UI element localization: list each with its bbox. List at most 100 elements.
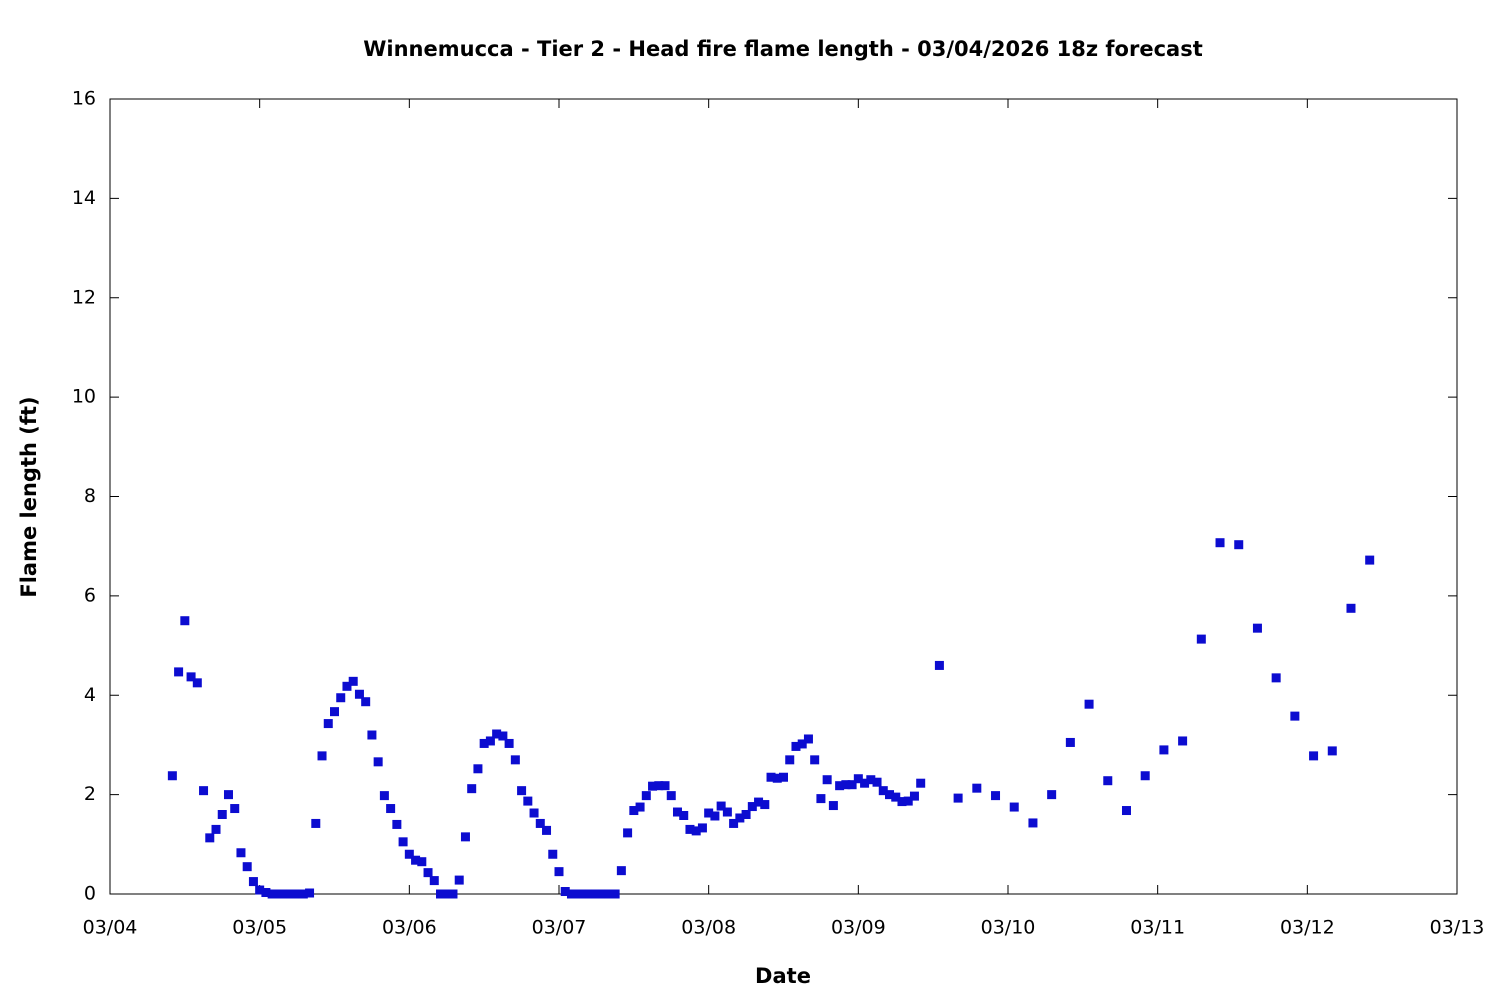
point — [679, 810, 689, 820]
point — [517, 786, 527, 796]
point — [616, 866, 626, 876]
point — [436, 889, 446, 899]
point — [785, 755, 795, 765]
point — [311, 818, 321, 828]
point — [822, 775, 832, 785]
point — [411, 855, 421, 865]
point — [853, 774, 863, 784]
point — [972, 783, 982, 793]
point — [672, 807, 682, 817]
point — [766, 772, 776, 782]
point — [629, 806, 639, 816]
point — [598, 889, 608, 899]
point — [648, 781, 658, 791]
point — [1290, 711, 1300, 721]
point — [747, 802, 757, 812]
point — [280, 889, 290, 899]
point — [897, 797, 907, 807]
point — [909, 791, 919, 801]
point — [242, 862, 252, 872]
point — [604, 889, 614, 899]
point — [697, 823, 707, 833]
point — [298, 889, 308, 899]
y-tick-label: 6 — [84, 584, 96, 606]
point — [741, 810, 751, 819]
point — [797, 739, 807, 749]
point — [404, 849, 414, 859]
point — [791, 741, 801, 751]
point — [267, 889, 277, 899]
point — [361, 697, 371, 707]
point — [379, 791, 389, 801]
point — [566, 889, 576, 899]
point — [523, 796, 533, 806]
point — [735, 813, 745, 823]
point — [236, 848, 246, 858]
x-tick-label: 03/08 — [681, 917, 736, 939]
point — [623, 828, 633, 838]
point — [691, 826, 701, 836]
y-tick-label: 0 — [84, 883, 96, 905]
point — [255, 885, 265, 895]
y-tick-label: 2 — [84, 783, 96, 805]
point — [392, 819, 402, 829]
point — [317, 751, 327, 761]
point — [885, 790, 895, 800]
point — [479, 738, 489, 748]
point — [429, 876, 439, 886]
point — [1365, 555, 1375, 565]
point — [1196, 634, 1206, 644]
point — [872, 777, 882, 787]
point — [348, 676, 358, 686]
point — [492, 729, 502, 739]
point — [860, 778, 870, 788]
point — [442, 889, 452, 899]
x-axis-label: Date — [755, 964, 811, 988]
point — [205, 833, 215, 843]
point — [167, 771, 177, 781]
point — [934, 660, 944, 670]
point — [342, 681, 352, 691]
point — [1140, 771, 1150, 781]
point — [610, 889, 620, 899]
x-tick-label: 03/09 — [831, 917, 886, 939]
x-tick-label: 03/10 — [981, 917, 1036, 939]
point — [760, 800, 770, 810]
point — [273, 889, 283, 899]
point — [367, 730, 377, 740]
point — [485, 736, 495, 746]
point — [1009, 802, 1019, 812]
point — [510, 755, 520, 765]
point — [754, 797, 764, 807]
point — [217, 810, 227, 819]
point — [330, 707, 339, 717]
x-tick-label: 03/07 — [532, 917, 587, 939]
point — [685, 824, 695, 834]
y-tick-label: 10 — [72, 386, 96, 408]
point — [1159, 745, 1169, 755]
point — [828, 801, 838, 811]
point — [417, 857, 427, 867]
x-tick-label: 03/11 — [1130, 917, 1185, 939]
point — [1178, 736, 1188, 746]
y-axis-label: Flame length (ft) — [17, 396, 41, 597]
point — [591, 889, 601, 899]
point — [722, 807, 732, 817]
point — [323, 719, 333, 729]
point — [473, 764, 483, 774]
point — [991, 791, 1001, 801]
x-tick-label: 03/05 — [232, 917, 287, 939]
point — [199, 786, 209, 796]
point — [1047, 790, 1057, 800]
x-tick-label: 03/04 — [83, 917, 138, 939]
point — [180, 616, 190, 626]
point — [373, 757, 383, 767]
point — [666, 791, 676, 801]
point — [573, 889, 583, 899]
point — [554, 867, 564, 877]
point — [866, 775, 876, 785]
point — [448, 889, 458, 899]
point — [542, 825, 552, 835]
